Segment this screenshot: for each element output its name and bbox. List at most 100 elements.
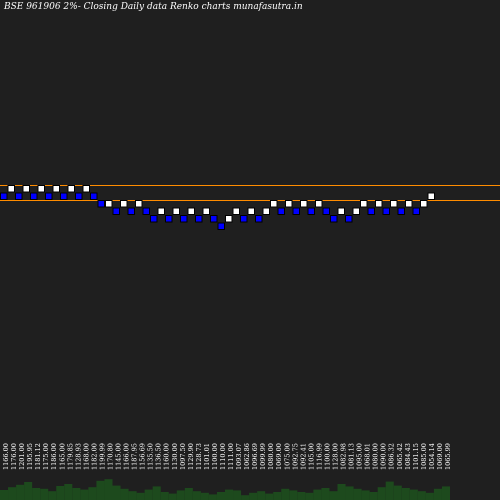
up-brick bbox=[22, 185, 30, 193]
volume-bar bbox=[96, 480, 105, 500]
up-brick bbox=[157, 207, 165, 215]
up-brick bbox=[262, 207, 270, 215]
volume-bar bbox=[417, 491, 426, 500]
x-tick-label: 1099.99 bbox=[259, 443, 267, 470]
up-brick bbox=[270, 200, 278, 208]
volume-bar bbox=[225, 489, 234, 500]
chart-title: BSE 961906 2%- Closing Daily data Renko … bbox=[4, 2, 303, 12]
x-tick-label: 1101.01 bbox=[203, 443, 211, 470]
down-brick bbox=[345, 215, 353, 223]
volume-bar bbox=[120, 488, 129, 500]
volume-bar bbox=[321, 488, 330, 500]
x-tick-label: 1086.32 bbox=[388, 443, 396, 470]
volume-bar bbox=[200, 492, 209, 500]
volume-bar bbox=[273, 492, 282, 500]
up-brick bbox=[315, 200, 323, 208]
volume-bar bbox=[176, 490, 185, 500]
volume-bar bbox=[40, 488, 49, 500]
volume-bar bbox=[0, 490, 9, 500]
x-tick-label: 1170.80 bbox=[106, 443, 114, 470]
x-tick-label: 1182.00 bbox=[90, 443, 98, 470]
volume-bar bbox=[24, 482, 33, 500]
down-brick bbox=[412, 207, 420, 215]
x-tick-label: 1080.00 bbox=[372, 443, 380, 470]
x-tick-label: 1062.86 bbox=[243, 443, 251, 470]
x-tick-label: 1093.07 bbox=[235, 443, 243, 470]
up-brick bbox=[337, 207, 345, 215]
x-tick-label: 1069.00 bbox=[436, 443, 444, 470]
volume-bar bbox=[208, 494, 217, 500]
volume-bar bbox=[289, 490, 298, 500]
x-tick-label: 1181.12 bbox=[34, 443, 42, 470]
x-tick-label: 1085.00 bbox=[420, 443, 428, 470]
volume-bar bbox=[56, 486, 65, 500]
x-tick-label: 1100.00 bbox=[323, 443, 331, 470]
volume-bar bbox=[144, 489, 153, 500]
down-brick bbox=[307, 207, 315, 215]
volume-bar bbox=[152, 486, 161, 500]
down-brick bbox=[322, 207, 330, 215]
volume-bar bbox=[32, 488, 41, 500]
volume-bar bbox=[361, 490, 370, 500]
volume-bar bbox=[80, 489, 89, 500]
up-brick bbox=[225, 215, 233, 223]
down-brick bbox=[292, 207, 300, 215]
x-tick-label: 1068.01 bbox=[364, 443, 372, 470]
volume-bar bbox=[16, 484, 25, 500]
volume-bars bbox=[0, 479, 450, 500]
down-brick bbox=[0, 192, 8, 200]
x-tick-label: 1090.00 bbox=[380, 443, 388, 470]
volume-bar bbox=[48, 491, 57, 500]
x-tick-label: 1130.00 bbox=[171, 443, 179, 470]
x-tick-label: 1176.00 bbox=[10, 443, 18, 470]
x-tick-label: 1095.00 bbox=[356, 443, 364, 470]
volume-bar bbox=[8, 487, 17, 500]
up-brick bbox=[232, 207, 240, 215]
x-tick-label: 1065.42 bbox=[396, 443, 404, 470]
volume-bar bbox=[297, 492, 306, 500]
volume-bar bbox=[128, 491, 137, 500]
x-tick-label: 1129.90 bbox=[187, 443, 195, 470]
x-tick-label: 1100.00 bbox=[211, 443, 219, 470]
volume-bar bbox=[353, 488, 362, 500]
up-brick bbox=[37, 185, 45, 193]
down-brick bbox=[112, 207, 120, 215]
down-brick bbox=[240, 215, 248, 223]
volume-bar bbox=[329, 491, 338, 500]
x-tick-label: 1082.98 bbox=[340, 443, 348, 470]
x-tick-label: 1199.99 bbox=[98, 443, 106, 470]
up-brick bbox=[82, 185, 90, 193]
volume-bar bbox=[393, 485, 402, 500]
x-tick-label: 1175.00 bbox=[42, 443, 50, 470]
x-tick-label: 1168.00 bbox=[82, 443, 90, 470]
x-tick-label: 1135.50 bbox=[147, 443, 155, 470]
x-tick-label: 1166.00 bbox=[2, 443, 10, 470]
volume-bar bbox=[281, 488, 290, 500]
x-tick-label: 1128.73 bbox=[195, 443, 203, 470]
volume-bar bbox=[433, 488, 442, 500]
x-tick-label: 1054.14 bbox=[428, 443, 436, 470]
x-tick-label: 1092.41 bbox=[299, 443, 307, 470]
x-tick-label: 1080.00 bbox=[267, 443, 275, 470]
volume-bar bbox=[160, 492, 169, 500]
x-tick-label: 1156.69 bbox=[139, 443, 147, 470]
down-brick bbox=[127, 207, 135, 215]
x-tick-label: 1165.00 bbox=[58, 443, 66, 470]
volume-bar bbox=[313, 489, 322, 500]
volume-bar bbox=[216, 492, 225, 500]
volume-bar bbox=[425, 492, 434, 500]
volume-bar bbox=[184, 488, 193, 500]
x-tick-label: 1116.99 bbox=[315, 443, 323, 470]
up-brick bbox=[300, 200, 308, 208]
x-tick-label: 1111.00 bbox=[227, 443, 235, 470]
down-brick bbox=[45, 192, 53, 200]
volume-bar bbox=[265, 493, 274, 500]
up-brick bbox=[285, 200, 293, 208]
x-tick-label: 1101.15 bbox=[412, 443, 420, 470]
x-tick-label: 1128.00 bbox=[331, 443, 339, 470]
down-brick bbox=[382, 207, 390, 215]
x-tick-label: 1187.95 bbox=[131, 443, 139, 470]
up-brick bbox=[135, 200, 143, 208]
up-brick bbox=[360, 200, 368, 208]
x-tick-label: 1065.99 bbox=[444, 443, 452, 470]
